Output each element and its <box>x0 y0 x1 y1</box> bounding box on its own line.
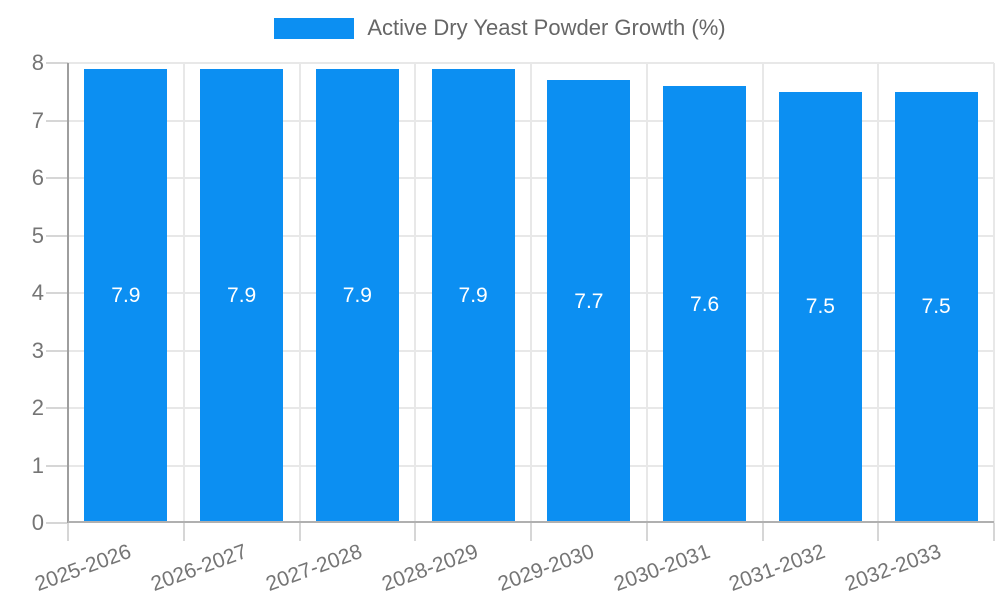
bar-value-label: 7.5 <box>921 295 951 319</box>
y-axis-tick <box>46 522 68 524</box>
bar-value-label: 7.9 <box>458 283 488 307</box>
y-axis-tick-label: 3 <box>31 337 44 363</box>
legend-swatch <box>274 17 355 39</box>
x-axis-tick <box>645 523 648 541</box>
bar[interactable]: 7.6 <box>663 86 747 523</box>
y-axis-tick <box>46 62 68 64</box>
plot-area: 0 1 2 3 4 5 6 7 8 7.9 2025-2026 7.9 2026-2027 7.9 2027… <box>32 50 995 596</box>
legend-label: Active Dry Yeast Powder Growth (%) <box>367 15 726 40</box>
y-axis-tick <box>46 292 68 294</box>
x-axis-tick <box>414 523 417 541</box>
x-axis-line <box>68 521 994 523</box>
x-axis-tick <box>877 523 880 541</box>
y-axis-tick <box>46 349 68 352</box>
gridline-vertical <box>530 63 532 523</box>
bar-value-label: 7.6 <box>690 292 720 316</box>
bar[interactable]: 7.5 <box>778 91 862 523</box>
gridline-vertical <box>993 63 995 523</box>
y-axis-tick-label: 6 <box>31 165 44 190</box>
y-axis-tick <box>46 177 68 179</box>
y-axis-tick-label: 1 <box>31 452 44 478</box>
y-axis-tick-label: 8 <box>31 50 44 75</box>
y-axis-tick-label: 5 <box>31 222 44 248</box>
bar[interactable]: 7.9 <box>315 68 399 523</box>
y-axis-tick-label: 4 <box>31 280 44 305</box>
y-axis-tick-label: 7 <box>31 107 44 133</box>
bar[interactable]: 7.9 <box>431 68 515 523</box>
legend-item[interactable]: Active Dry Yeast Powder Growth (%) <box>274 15 726 41</box>
bar-value-label: 7.7 <box>574 289 604 313</box>
bar-value-label: 7.5 <box>805 295 835 319</box>
bar[interactable]: 7.7 <box>547 80 631 523</box>
gridline-vertical <box>298 63 301 523</box>
x-axis-tick <box>530 523 532 541</box>
bar-value-label: 7.9 <box>227 283 257 307</box>
y-axis-tick-label: 2 <box>31 395 44 420</box>
gridline-vertical <box>761 63 764 523</box>
x-axis-tick <box>182 523 185 541</box>
bar[interactable]: 7.9 <box>84 68 168 523</box>
bar[interactable]: 7.5 <box>894 91 978 523</box>
y-axis-tick <box>46 407 68 409</box>
legend: Active Dry Yeast Powder Growth (%) <box>0 0 1000 56</box>
gridline-vertical <box>877 63 880 523</box>
x-axis-tick <box>993 523 995 541</box>
y-axis-tick-label: 0 <box>31 510 44 535</box>
bar-value-label: 7.9 <box>342 283 372 307</box>
y-axis-line <box>67 63 69 523</box>
bar[interactable]: 7.9 <box>200 68 284 523</box>
x-axis-tick <box>298 523 301 541</box>
x-axis-tick <box>761 523 764 541</box>
y-axis-tick <box>46 119 68 122</box>
y-axis-tick <box>46 464 68 467</box>
x-axis-tick <box>67 523 69 541</box>
bar-value-label: 7.9 <box>111 283 141 307</box>
gridline-vertical <box>182 63 185 523</box>
gridline-vertical <box>414 63 417 523</box>
gridline-vertical <box>645 63 648 523</box>
y-axis-tick <box>46 234 68 237</box>
